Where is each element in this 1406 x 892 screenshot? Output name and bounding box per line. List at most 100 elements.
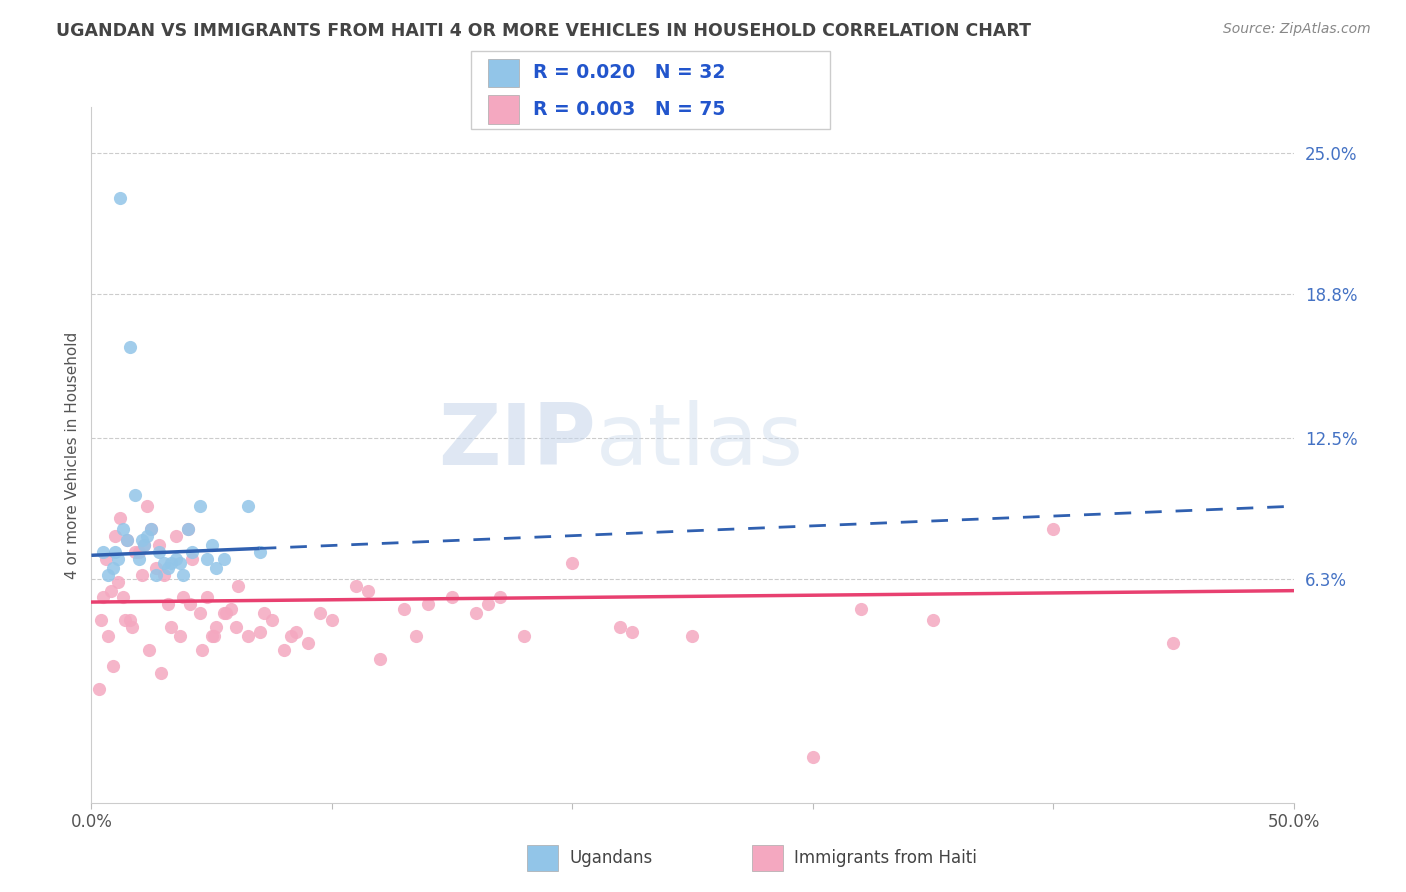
Point xyxy=(145,561,167,575)
Y-axis label: 4 or more Vehicles in Household: 4 or more Vehicles in Household xyxy=(65,331,80,579)
Point xyxy=(94,551,117,566)
Point xyxy=(205,620,228,634)
Text: ZIP: ZIP xyxy=(439,400,596,483)
Point xyxy=(215,607,238,621)
Point xyxy=(159,556,181,570)
Point xyxy=(172,567,194,582)
Point xyxy=(152,556,174,570)
Point xyxy=(181,545,204,559)
Point xyxy=(165,529,187,543)
Point xyxy=(179,598,201,612)
Point xyxy=(225,620,247,634)
Point xyxy=(195,591,218,605)
Point xyxy=(176,522,198,536)
Point xyxy=(150,665,173,680)
Point xyxy=(118,340,141,354)
Point xyxy=(489,591,512,605)
Point xyxy=(135,529,157,543)
Point xyxy=(169,629,191,643)
Point xyxy=(134,538,156,552)
Point xyxy=(368,652,391,666)
Point xyxy=(152,567,174,582)
Point xyxy=(236,500,259,514)
Point xyxy=(97,629,120,643)
Text: Immigrants from Haiti: Immigrants from Haiti xyxy=(794,849,977,867)
Text: R = 0.020   N = 32: R = 0.020 N = 32 xyxy=(533,63,725,82)
Point xyxy=(172,591,194,605)
Point xyxy=(249,545,271,559)
Point xyxy=(157,561,180,575)
Point xyxy=(110,510,132,524)
Point xyxy=(308,607,330,621)
Point xyxy=(169,556,191,570)
Point xyxy=(297,636,319,650)
Point xyxy=(135,500,157,514)
Text: Source: ZipAtlas.com: Source: ZipAtlas.com xyxy=(1223,22,1371,37)
Point xyxy=(849,602,872,616)
Point xyxy=(188,607,211,621)
Point xyxy=(181,551,204,566)
Point xyxy=(392,602,415,616)
Point xyxy=(344,579,367,593)
Point xyxy=(253,607,276,621)
Point xyxy=(104,545,127,559)
Text: UGANDAN VS IMMIGRANTS FROM HAITI 4 OR MORE VEHICLES IN HOUSEHOLD CORRELATION CHA: UGANDAN VS IMMIGRANTS FROM HAITI 4 OR MO… xyxy=(56,22,1031,40)
Point xyxy=(280,629,302,643)
Text: R = 0.003   N = 75: R = 0.003 N = 75 xyxy=(533,100,725,120)
Point xyxy=(117,533,139,548)
Point xyxy=(93,545,115,559)
Point xyxy=(200,538,222,552)
Point xyxy=(321,613,343,627)
Point xyxy=(188,500,211,514)
Point xyxy=(165,551,187,566)
Point xyxy=(87,681,110,696)
Point xyxy=(101,659,124,673)
Point xyxy=(114,613,136,627)
Point xyxy=(561,556,583,570)
Point xyxy=(1161,636,1184,650)
Point xyxy=(801,750,824,764)
Point xyxy=(195,551,218,566)
Point xyxy=(922,613,945,627)
Point xyxy=(138,643,160,657)
Point xyxy=(226,579,249,593)
Text: atlas: atlas xyxy=(596,400,804,483)
Point xyxy=(128,551,150,566)
Point xyxy=(513,629,536,643)
Point xyxy=(121,620,143,634)
Point xyxy=(90,613,112,627)
Point xyxy=(219,602,242,616)
Point xyxy=(107,551,129,566)
Point xyxy=(212,607,235,621)
Point xyxy=(416,598,439,612)
Point xyxy=(148,538,170,552)
Point xyxy=(111,522,134,536)
Point xyxy=(93,591,115,605)
Point xyxy=(128,545,150,559)
Point xyxy=(477,598,499,612)
Point xyxy=(131,567,153,582)
Point xyxy=(124,545,146,559)
Point xyxy=(97,567,120,582)
Point xyxy=(117,533,139,548)
Point xyxy=(118,613,141,627)
Point xyxy=(205,561,228,575)
Point xyxy=(681,629,703,643)
Point xyxy=(148,545,170,559)
Text: Ugandans: Ugandans xyxy=(569,849,652,867)
Point xyxy=(212,551,235,566)
Point xyxy=(157,598,180,612)
Point xyxy=(111,591,134,605)
Point xyxy=(100,583,122,598)
Point xyxy=(104,529,127,543)
Point xyxy=(440,591,463,605)
Point xyxy=(202,629,225,643)
Point xyxy=(249,624,271,639)
Point xyxy=(273,643,295,657)
Point xyxy=(131,533,153,548)
Point xyxy=(124,488,146,502)
Point xyxy=(236,629,259,643)
Point xyxy=(284,624,307,639)
Point xyxy=(465,607,488,621)
Point xyxy=(141,522,163,536)
